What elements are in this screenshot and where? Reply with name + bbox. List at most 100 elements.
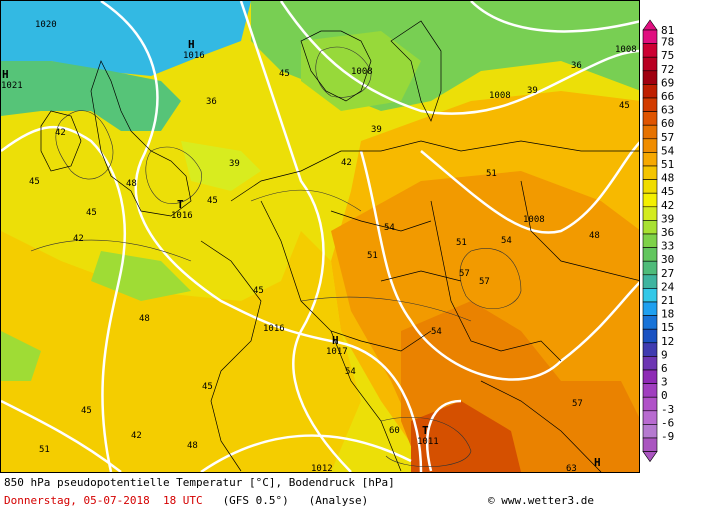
pressure-value: 1011 (417, 437, 439, 447)
contour-label: 39 (371, 125, 382, 135)
legend-swatch (642, 342, 658, 357)
contour-label: 42 (341, 158, 352, 168)
legend-tick-label: 51 (661, 158, 674, 171)
analysis-label: (Analyse) (308, 494, 369, 507)
model-name: (GFS 0.5°) (222, 494, 289, 507)
low-pressure-marker: T (177, 198, 184, 211)
pressure-value: 1021 (1, 81, 23, 91)
isobar-label: 1008 (489, 91, 511, 101)
legend-tick-label: 57 (661, 131, 674, 144)
contour-label: 51 (39, 445, 50, 455)
contour-label: 60 (389, 426, 400, 436)
contour-label: 45 (86, 208, 97, 218)
legend-swatch (642, 192, 658, 208)
legend-tick-label: -3 (661, 403, 674, 416)
legend-tick-label: 0 (661, 389, 668, 402)
contour-label: 48 (187, 441, 198, 451)
contour-label: 51 (456, 238, 467, 248)
legend-swatch (642, 301, 658, 316)
contour-label: 36 (206, 97, 217, 107)
legend-tick-label: 72 (661, 63, 674, 76)
legend-tick-label: 15 (661, 321, 674, 334)
high-pressure-marker: H (332, 334, 339, 347)
legend-swatch (642, 97, 658, 112)
legend-swatch (642, 179, 658, 194)
contour-label: 45 (29, 177, 40, 187)
contour-label: 45 (207, 196, 218, 206)
legend-bottom-arrow (642, 451, 658, 463)
contour-label: 39 (229, 159, 240, 169)
isobar-label: 1016 (263, 324, 285, 334)
legend-tick-label: 45 (661, 185, 674, 198)
contour-label: 57 (572, 399, 583, 409)
map-area: 1020 1008 1008 1008 1008 1016 1012 H 101… (0, 0, 642, 474)
high-pressure-marker: H (2, 68, 9, 81)
contour-label: 57 (479, 277, 490, 287)
legend-swatch (642, 328, 658, 344)
legend-swatch (642, 288, 658, 303)
legend-tick-label: 60 (661, 117, 674, 130)
legend-swatch (642, 152, 658, 167)
isobar-label: 1012 (311, 464, 333, 474)
legend-tick-label: 33 (661, 240, 674, 253)
contour-label: 54 (501, 236, 512, 246)
contour-label: 48 (139, 314, 150, 324)
legend-tick-label: 63 (661, 104, 674, 117)
isobar-label: 1008 (615, 45, 637, 55)
contour-label: 51 (367, 251, 378, 261)
legend-swatch (642, 56, 658, 72)
map-run-info: Donnerstag, 05-07-2018 18 UTC (GFS 0.5°)… (4, 494, 368, 507)
contour-label: 42 (73, 234, 84, 244)
contour-label: 51 (486, 169, 497, 179)
contour-label: 54 (345, 367, 356, 377)
copyright-link[interactable]: © www.wetter3.de (488, 494, 594, 507)
legend-swatch (642, 260, 658, 276)
contour-label: 45 (619, 101, 630, 111)
high-pressure-marker: H (188, 38, 195, 51)
legend-tick-label: 27 (661, 267, 674, 280)
contour-label: 36 (571, 61, 582, 71)
legend-swatch (642, 43, 658, 58)
legend-tick-label: -6 (661, 416, 674, 429)
legend-swatch (642, 233, 658, 248)
contour-label: 48 (126, 179, 137, 189)
contour-label: 57 (459, 269, 470, 279)
legend-tick-label: 81 (661, 24, 674, 37)
contour-label: 45 (202, 382, 213, 392)
legend-tick-label: 75 (661, 49, 674, 62)
isobar-label: 1008 (523, 215, 545, 225)
map-caption: 850 hPa pseudopotentielle Temperatur [°C… (0, 473, 704, 513)
contour-label: 42 (55, 128, 66, 138)
legend-top-arrow (642, 19, 658, 31)
map-title: 850 hPa pseudopotentielle Temperatur [°C… (4, 476, 395, 489)
legend-tick-label: 12 (661, 335, 674, 348)
legend-tick-label: 30 (661, 253, 674, 266)
contour-label: 45 (279, 69, 290, 79)
legend-tick-label: 69 (661, 76, 674, 89)
legend-tick-label: 39 (661, 212, 674, 225)
legend-swatch (642, 424, 658, 439)
legend-tick-label: 78 (661, 36, 674, 49)
legend-tick-label: 3 (661, 376, 668, 389)
high-pressure-marker: H (594, 456, 601, 469)
legend-swatch (642, 138, 658, 153)
legend-tick-label: 48 (661, 172, 674, 185)
legend-swatch (642, 396, 658, 412)
legend-tick-label: 9 (661, 348, 668, 361)
isobar-label: 1008 (351, 67, 373, 77)
legend-tick-label: 6 (661, 362, 668, 375)
contour-label: 39 (527, 86, 538, 96)
legend-swatch (642, 383, 658, 398)
contour-label: 54 (431, 327, 442, 337)
contour-label: 45 (253, 286, 264, 296)
legend-swatch (642, 84, 658, 99)
contour-label: 42 (131, 431, 142, 441)
legend-swatch (642, 369, 658, 384)
color-scale: 8178757269666360575451484542393633302724… (642, 19, 675, 463)
legend-swatch (642, 165, 658, 180)
legend-swatch (642, 111, 658, 126)
legend-swatch (642, 437, 658, 452)
map-canvas (0, 0, 642, 474)
contour-label: 63 (566, 464, 577, 474)
